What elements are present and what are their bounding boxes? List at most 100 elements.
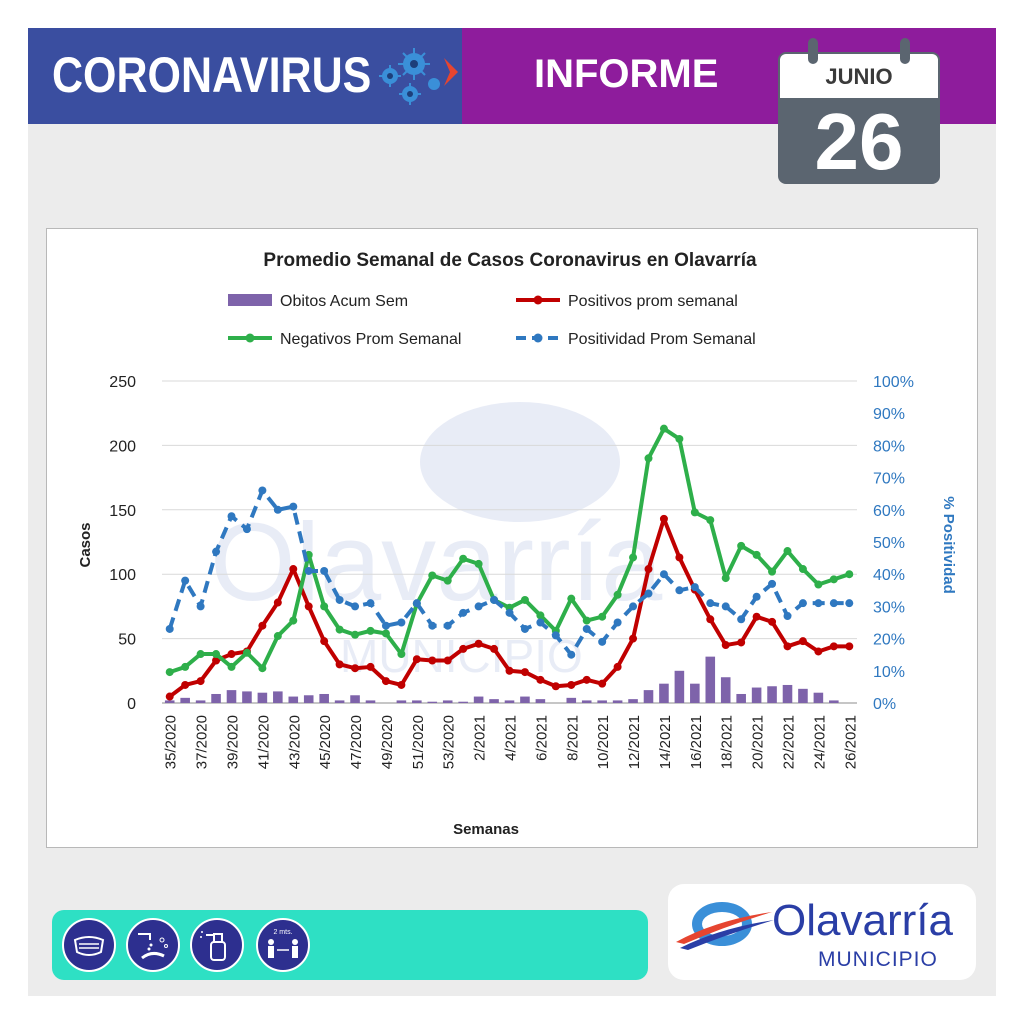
series-point-1 xyxy=(536,611,545,620)
bar-obitos xyxy=(798,688,808,703)
series-point-0 xyxy=(505,666,514,675)
series-point-2 xyxy=(505,608,514,617)
virus-icon xyxy=(379,48,458,105)
series-point-0 xyxy=(768,617,777,626)
series-point-0 xyxy=(196,677,205,686)
legend-label: Positivos prom semanal xyxy=(568,293,738,310)
series-point-1 xyxy=(335,625,344,634)
series-point-0 xyxy=(320,637,329,646)
series-point-2 xyxy=(366,599,375,608)
calendar-ring-icon xyxy=(808,38,818,64)
series-point-2 xyxy=(474,602,483,611)
series-point-1 xyxy=(242,648,251,657)
series-point-2 xyxy=(520,624,529,633)
series-point-2 xyxy=(675,586,684,595)
bar-obitos xyxy=(504,700,515,703)
bar-obitos xyxy=(767,686,777,703)
series-point-2 xyxy=(567,650,576,659)
series-point-1 xyxy=(845,570,854,579)
x-tick-label: 24/2021 xyxy=(811,715,828,769)
y2-tick-label: 80% xyxy=(873,438,905,455)
series-point-1 xyxy=(459,554,468,563)
series-point-0 xyxy=(752,612,761,621)
y2-tick-label: 100% xyxy=(873,374,914,391)
series-point-2 xyxy=(242,525,251,534)
series-point-1 xyxy=(814,580,823,589)
legend-marker xyxy=(245,333,255,343)
bar-obitos xyxy=(705,656,716,703)
series-point-2 xyxy=(320,566,329,575)
bar-obitos xyxy=(566,697,577,703)
series-point-2 xyxy=(721,602,730,611)
series-point-2 xyxy=(181,576,190,585)
series-point-2 xyxy=(273,505,282,514)
x-tick-label: 47/2020 xyxy=(348,715,365,769)
series-point-0 xyxy=(304,602,313,611)
x-tick-label: 6/2021 xyxy=(533,715,550,761)
bar-obitos xyxy=(442,700,453,703)
chart-title: Promedio Semanal de Casos Coronavirus en… xyxy=(263,250,757,271)
bar-obitos xyxy=(674,670,685,703)
y2-tick-label: 50% xyxy=(873,535,905,552)
series-point-2 xyxy=(783,612,792,621)
bar-obitos xyxy=(473,696,484,703)
series-point-2 xyxy=(459,608,468,617)
bar-obitos xyxy=(813,692,824,703)
bar-obitos xyxy=(643,690,654,703)
series-point-1 xyxy=(428,571,437,580)
bar-obitos xyxy=(334,700,345,703)
series-point-2 xyxy=(304,566,313,575)
x-tick-label: 12/2021 xyxy=(626,715,643,769)
y2-tick-label: 70% xyxy=(873,471,905,488)
series-point-2 xyxy=(397,618,406,627)
series-point-0 xyxy=(798,637,807,646)
series-point-0 xyxy=(829,642,838,651)
series-point-1 xyxy=(227,662,236,671)
series-point-0 xyxy=(412,655,421,664)
bar-obitos xyxy=(319,693,329,703)
series-point-1 xyxy=(273,632,282,641)
x-tick-label: 43/2020 xyxy=(286,715,303,769)
series-point-2 xyxy=(613,618,622,627)
series-point-1 xyxy=(721,574,730,583)
bar-obitos xyxy=(226,690,237,703)
bar-obitos xyxy=(751,687,762,703)
series-point-2 xyxy=(536,618,545,627)
bar-obitos xyxy=(520,696,530,703)
series-point-0 xyxy=(428,656,437,665)
chart-card xyxy=(46,228,978,848)
x-tick-label: 8/2021 xyxy=(564,715,581,761)
calendar-bottom xyxy=(778,98,940,184)
series-point-1 xyxy=(659,424,668,433)
header-title: CORONAVIRUS xyxy=(52,47,372,103)
series-point-1 xyxy=(675,434,684,443)
series-point-0 xyxy=(490,644,499,653)
bar-obitos xyxy=(211,693,221,703)
series-point-2 xyxy=(443,621,452,630)
series-point-1 xyxy=(829,575,838,584)
legend-marker xyxy=(533,333,543,343)
watermark: Olavarría MUNICIPIO xyxy=(210,402,663,682)
legend-label: Negativos Prom Semanal xyxy=(280,331,461,348)
bar-obitos xyxy=(612,700,623,703)
series-point-0 xyxy=(721,641,730,650)
series-point-1 xyxy=(443,576,452,585)
svg-text:Olavarría: Olavarría xyxy=(210,501,663,624)
bar-obitos xyxy=(164,700,175,703)
x-tick-label: 18/2021 xyxy=(719,715,736,769)
series-point-0 xyxy=(165,692,174,701)
series-point-0 xyxy=(814,647,823,656)
legend-marker xyxy=(533,295,543,305)
x-tick-label: 49/2020 xyxy=(379,715,396,769)
y-axis-label: Casos xyxy=(77,522,94,567)
bar-obitos xyxy=(690,683,700,703)
series-point-0 xyxy=(675,553,684,562)
bar-obitos xyxy=(273,691,283,703)
series-point-0 xyxy=(351,664,360,673)
series-point-1 xyxy=(613,590,622,599)
series-point-0 xyxy=(644,565,653,574)
x-tick-label: 10/2021 xyxy=(595,715,612,769)
series-point-0 xyxy=(459,644,468,653)
x-tick-label: 39/2020 xyxy=(225,715,242,769)
social-distance-icon: 2 mts. xyxy=(256,918,310,972)
